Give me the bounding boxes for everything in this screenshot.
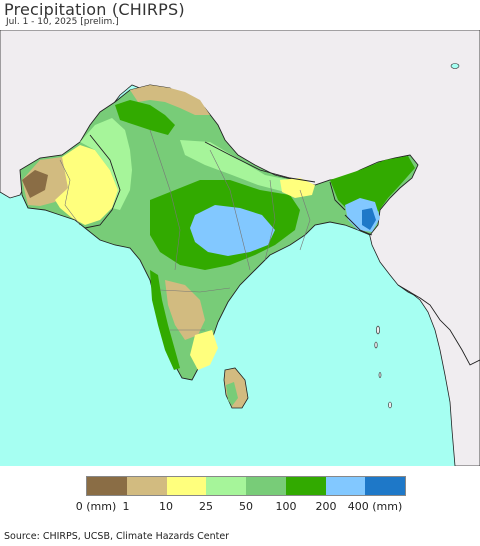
legend-label: 25	[199, 500, 213, 513]
deccan-yellow	[190, 330, 218, 370]
map-svg	[0, 30, 480, 466]
gangetic-green	[180, 140, 300, 192]
precipitation-map	[0, 30, 480, 466]
legend-swatch	[365, 477, 405, 495]
map-subtitle: Jul. 1 - 10, 2025 [prelim.]	[6, 17, 119, 27]
legend-label: 200	[315, 500, 337, 513]
yellow-thar	[55, 145, 118, 225]
legend-swatch	[285, 477, 326, 495]
legend-swatch	[206, 477, 246, 495]
legend-colorbar	[86, 476, 406, 496]
bihar-yellow	[280, 178, 315, 198]
map-title: Precipitation (CHIRPS)	[4, 0, 185, 19]
legend-swatch	[246, 477, 286, 495]
outer-land-southeast	[397, 284, 480, 466]
central-heavy-rain	[190, 205, 275, 256]
legend-label: 10	[159, 500, 173, 513]
himalaya-dry	[130, 85, 210, 115]
northeast-deep-blue	[362, 208, 376, 230]
legend-swatch	[87, 477, 127, 495]
internal-borders	[59, 129, 311, 331]
legend-label: 50	[239, 500, 253, 513]
lake-marker	[450, 63, 460, 69]
legend-swatch	[126, 477, 167, 495]
himalaya-green	[115, 100, 175, 135]
legend-label: 0 (mm)	[75, 500, 117, 513]
sri-lanka-wet	[226, 382, 238, 406]
deccan-dry	[165, 280, 205, 340]
legend-label: 400 (mm)	[347, 500, 403, 513]
legend-swatch	[325, 477, 366, 495]
country-borders	[84, 134, 373, 236]
legend-label: 100	[275, 500, 297, 513]
legend-swatch	[166, 477, 207, 495]
source-credit: Source: CHIRPS, UCSB, Climate Hazards Ce…	[4, 531, 230, 542]
legend-label: 1	[122, 500, 130, 513]
andaman-islands	[374, 325, 392, 409]
very-dry-west	[22, 170, 48, 198]
west-coast-wet	[150, 270, 180, 370]
